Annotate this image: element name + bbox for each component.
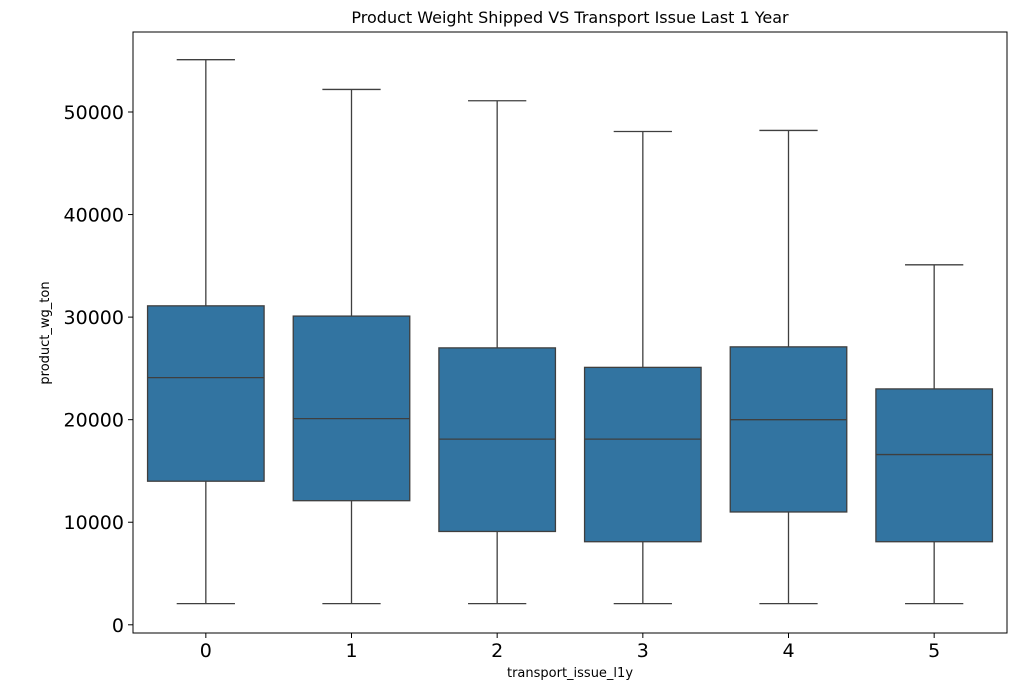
x-tick-label-5: 5 <box>928 640 940 662</box>
x-tick-label-4: 4 <box>782 640 794 662</box>
box-group-3 <box>583 130 702 605</box>
box-group-4 <box>729 129 848 605</box>
y-tick-label-50000: 50000 <box>64 102 124 124</box>
x-tick-label-3: 3 <box>637 640 649 662</box>
box-5 <box>875 388 994 543</box>
box-group-2 <box>438 100 557 605</box>
box-group-0 <box>146 59 265 605</box>
chart-title: Product Weight Shipped VS Transport Issu… <box>351 8 789 27</box>
box-group-1 <box>292 88 411 605</box>
x-axis-label: transport_issue_l1y <box>507 666 633 681</box>
y-tick-label-10000: 10000 <box>64 512 124 534</box>
x-tick-label-1: 1 <box>345 640 357 662</box>
box-4 <box>729 346 848 513</box>
y-tick-label-30000: 30000 <box>64 307 124 329</box>
plot-frame <box>132 31 1008 634</box>
x-tick-label-0: 0 <box>200 640 212 662</box>
x-tick-label-2: 2 <box>491 640 503 662</box>
box-group-5 <box>875 264 994 605</box>
box-3 <box>583 366 702 543</box>
box-0 <box>146 305 265 482</box>
x-axis: 0 1 2 3 4 5 <box>200 633 940 662</box>
y-tick-label-40000: 40000 <box>64 205 124 227</box>
y-axis-label: product_wg_ton <box>38 281 53 384</box>
y-tick-label-20000: 20000 <box>64 410 124 432</box>
plot-area <box>146 59 994 605</box>
y-tick-label-0: 0 <box>112 615 124 637</box>
box-1 <box>292 315 411 502</box>
y-axis: 0 10000 20000 30000 40000 50000 <box>64 102 133 637</box>
